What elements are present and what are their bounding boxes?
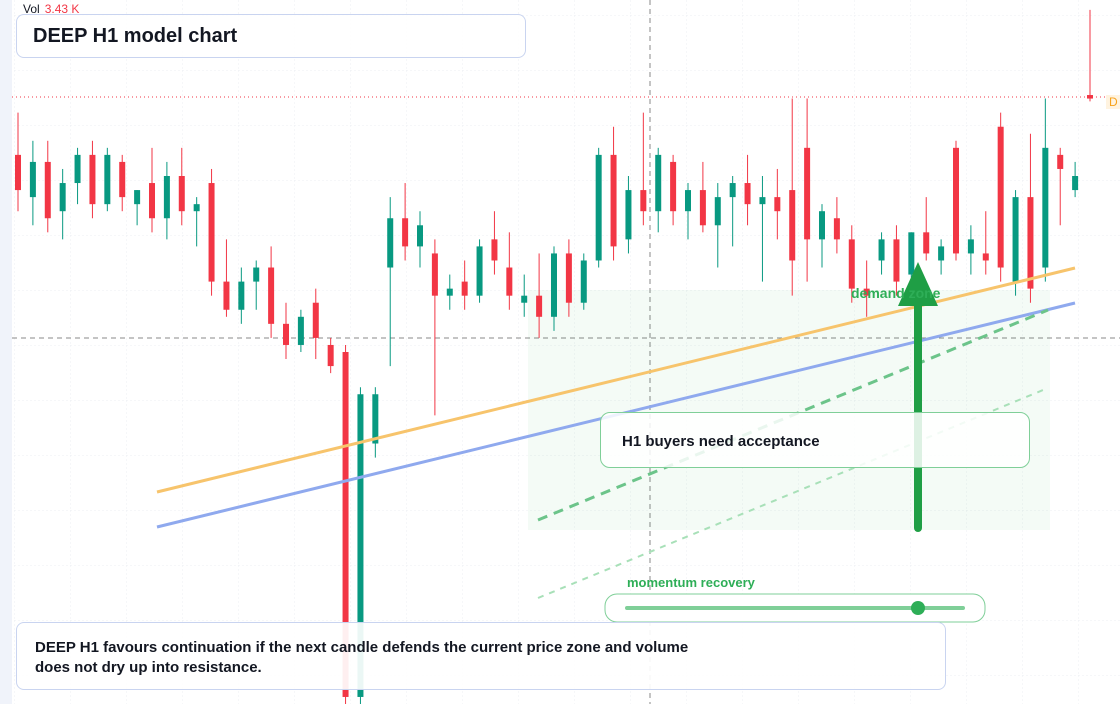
volume-label: Vol: [23, 2, 40, 16]
candle-body: [119, 161, 126, 198]
candle-body: [893, 239, 900, 282]
demand-zone: [528, 290, 1050, 530]
candle-body: [848, 239, 855, 289]
candle-body: [417, 225, 423, 247]
candle-body: [44, 161, 51, 219]
candle-body: [670, 161, 677, 212]
candle-body: [655, 154, 662, 212]
candle-body: [1027, 197, 1034, 289]
candle-body: [387, 218, 394, 268]
slider-label: momentum recovery: [627, 575, 755, 590]
candle-body: [565, 253, 572, 303]
volume-legend: Vol 3.43 K: [23, 2, 79, 16]
candle-body: [774, 197, 781, 212]
candle-body: [789, 190, 796, 261]
candle-body: [134, 190, 141, 205]
candle-body: [804, 147, 811, 240]
candle-body: [208, 183, 215, 282]
candle-body: [1012, 197, 1019, 282]
candle-body: [521, 295, 528, 303]
candle-body: [104, 154, 111, 205]
candle-body: [729, 183, 736, 198]
candle-body: [446, 288, 453, 296]
candle-body: [268, 267, 275, 324]
candle-body: [193, 204, 200, 212]
candle-body: [402, 218, 409, 247]
candle-body: [178, 176, 185, 212]
candle-body: [253, 267, 260, 282]
candle-body: [342, 352, 349, 697]
candle-body: [923, 232, 930, 254]
arrow-head: [898, 262, 938, 306]
candle-body: [953, 147, 959, 254]
candle-body: [714, 197, 721, 226]
note-text: DEEP H1 favours continuation if the next…: [35, 639, 689, 676]
left-strip: [0, 0, 12, 704]
candle-body: [74, 154, 81, 184]
candle-body: [982, 253, 989, 261]
candle-body: [908, 232, 915, 275]
candle-body: [699, 190, 706, 226]
candle-body: [685, 190, 691, 212]
candle-body: [372, 394, 379, 444]
candle-body: [327, 344, 334, 367]
candle-body: [878, 239, 885, 261]
zone-label: demand zone: [851, 285, 941, 301]
candle-body: [759, 197, 766, 205]
candle-body: [461, 281, 468, 296]
candle-body: [967, 239, 974, 254]
candle-body: [163, 176, 170, 219]
candle-body: [89, 154, 96, 205]
title-box: DEEP H1 model chart: [16, 14, 526, 58]
candle-body: [863, 288, 870, 296]
candle-body: [476, 246, 483, 296]
candle-body: [551, 253, 557, 317]
candle-body: [357, 394, 364, 697]
slider-knob: [911, 601, 925, 615]
candle-body: [536, 295, 543, 317]
note-box: DEEP H1 favours continuation if the next…: [16, 622, 946, 690]
candle-body: [1072, 176, 1079, 191]
price-label: D: [1106, 95, 1120, 109]
candle-body: [1087, 95, 1093, 99]
annotation-box: H1 buyers need acceptance: [600, 412, 1030, 468]
candle-body: [312, 302, 319, 338]
candle-body: [1042, 147, 1049, 268]
candle-body: [625, 190, 632, 240]
candle-body: [640, 190, 647, 212]
candle-body: [297, 316, 304, 345]
candle-body: [15, 154, 21, 191]
candle-body: [833, 218, 840, 240]
candle-body: [29, 161, 36, 198]
candle-body: [149, 183, 155, 219]
candle-body: [283, 323, 289, 345]
candle-body: [491, 239, 498, 261]
candle-body: [580, 260, 587, 303]
candles: [15, 9, 1093, 704]
candle-body: [431, 253, 438, 296]
candle-body: [938, 246, 945, 261]
candle-body: [595, 154, 602, 261]
candle-body: [1057, 154, 1064, 169]
candle-body: [997, 126, 1004, 268]
candle-body: [819, 211, 825, 240]
candle-body: [59, 183, 66, 212]
candle-body: [223, 281, 230, 310]
candle-body: [238, 281, 245, 310]
candle-body: [506, 267, 513, 296]
candle-body: [610, 154, 617, 247]
candle-body: [744, 183, 751, 205]
volume-value: 3.43 K: [44, 2, 80, 16]
